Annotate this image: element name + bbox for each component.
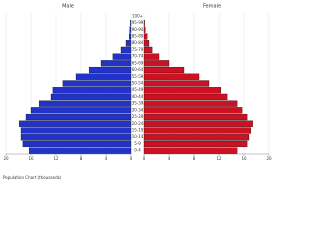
bar — [128, 33, 132, 40]
bar — [143, 113, 248, 121]
bar — [125, 40, 132, 47]
age-label: 60-64 — [132, 67, 144, 72]
x-tick-label: 0 — [143, 156, 146, 161]
bar — [143, 46, 153, 54]
x-tick-label: 8 — [80, 156, 83, 161]
legend-male: Male — [62, 4, 74, 10]
x-tick-label: 20 — [266, 156, 272, 161]
bar — [20, 127, 132, 134]
x-tick-label: 12 — [53, 156, 59, 161]
bar — [30, 107, 132, 114]
age-label: 15-19 — [132, 128, 144, 133]
bar — [143, 73, 200, 80]
x-tick-label: 16 — [28, 156, 34, 161]
age-label: 50-54 — [132, 81, 144, 86]
bar — [75, 73, 132, 80]
bar — [143, 107, 243, 114]
bar — [52, 87, 132, 94]
bar — [22, 140, 132, 148]
x-tick-label: 16 — [241, 156, 247, 161]
bar — [143, 127, 252, 134]
bar — [143, 100, 238, 107]
bar — [100, 60, 132, 67]
bar — [143, 87, 222, 94]
age-label: 30-34 — [132, 107, 144, 112]
x-tick-label: 12 — [216, 156, 222, 161]
age-label: 25-29 — [132, 114, 144, 119]
age-label: 20-24 — [132, 121, 144, 126]
age-label: 55-59 — [132, 74, 144, 79]
bar — [143, 40, 150, 47]
age-label: 5-9 — [134, 141, 141, 146]
age-label: 10-14 — [132, 134, 144, 139]
x-axis-label: Population Chart (thousands) — [3, 175, 62, 180]
legend-female: Female — [203, 4, 221, 10]
bar — [143, 120, 253, 127]
x-tick-label: 4 — [168, 156, 171, 161]
bar — [88, 66, 132, 74]
bar — [129, 26, 132, 33]
age-label: 75-79 — [132, 47, 144, 52]
bar — [120, 46, 132, 54]
bar — [143, 134, 250, 141]
bar — [143, 140, 248, 148]
age-label: 85-89 — [132, 34, 144, 39]
bar — [18, 120, 132, 127]
chart: Male Female Population Chart (thousands)… — [3, 4, 272, 181]
bar — [25, 113, 132, 121]
bar — [62, 80, 132, 87]
bar — [143, 66, 185, 74]
bar — [112, 53, 132, 60]
bar — [130, 19, 132, 27]
bar — [20, 134, 132, 141]
x-tick-label: 8 — [193, 156, 196, 161]
age-label: 35-39 — [132, 101, 144, 106]
bar — [143, 33, 148, 40]
bar — [143, 80, 210, 87]
bar — [143, 19, 145, 27]
age-label: 0-4 — [134, 148, 141, 153]
x-tick-label: 20 — [3, 156, 9, 161]
age-label: 40-44 — [132, 94, 144, 99]
age-label: 70-74 — [132, 54, 144, 59]
bar — [143, 53, 160, 60]
bar — [143, 60, 170, 67]
bar — [143, 147, 238, 154]
x-tick-label: 4 — [105, 156, 108, 161]
x-tick-label: 0 — [130, 156, 133, 161]
age-label: 45-49 — [132, 87, 144, 92]
bar — [50, 93, 132, 101]
age-label: 100+ — [132, 13, 143, 18]
bar — [38, 100, 132, 107]
age-label: 90-94 — [132, 27, 144, 32]
age-label: 65-69 — [132, 60, 144, 65]
bar — [28, 147, 132, 154]
bar — [143, 93, 228, 101]
age-label: 95-99 — [132, 20, 144, 25]
bar — [143, 26, 146, 33]
age-label: 80-84 — [132, 40, 144, 45]
